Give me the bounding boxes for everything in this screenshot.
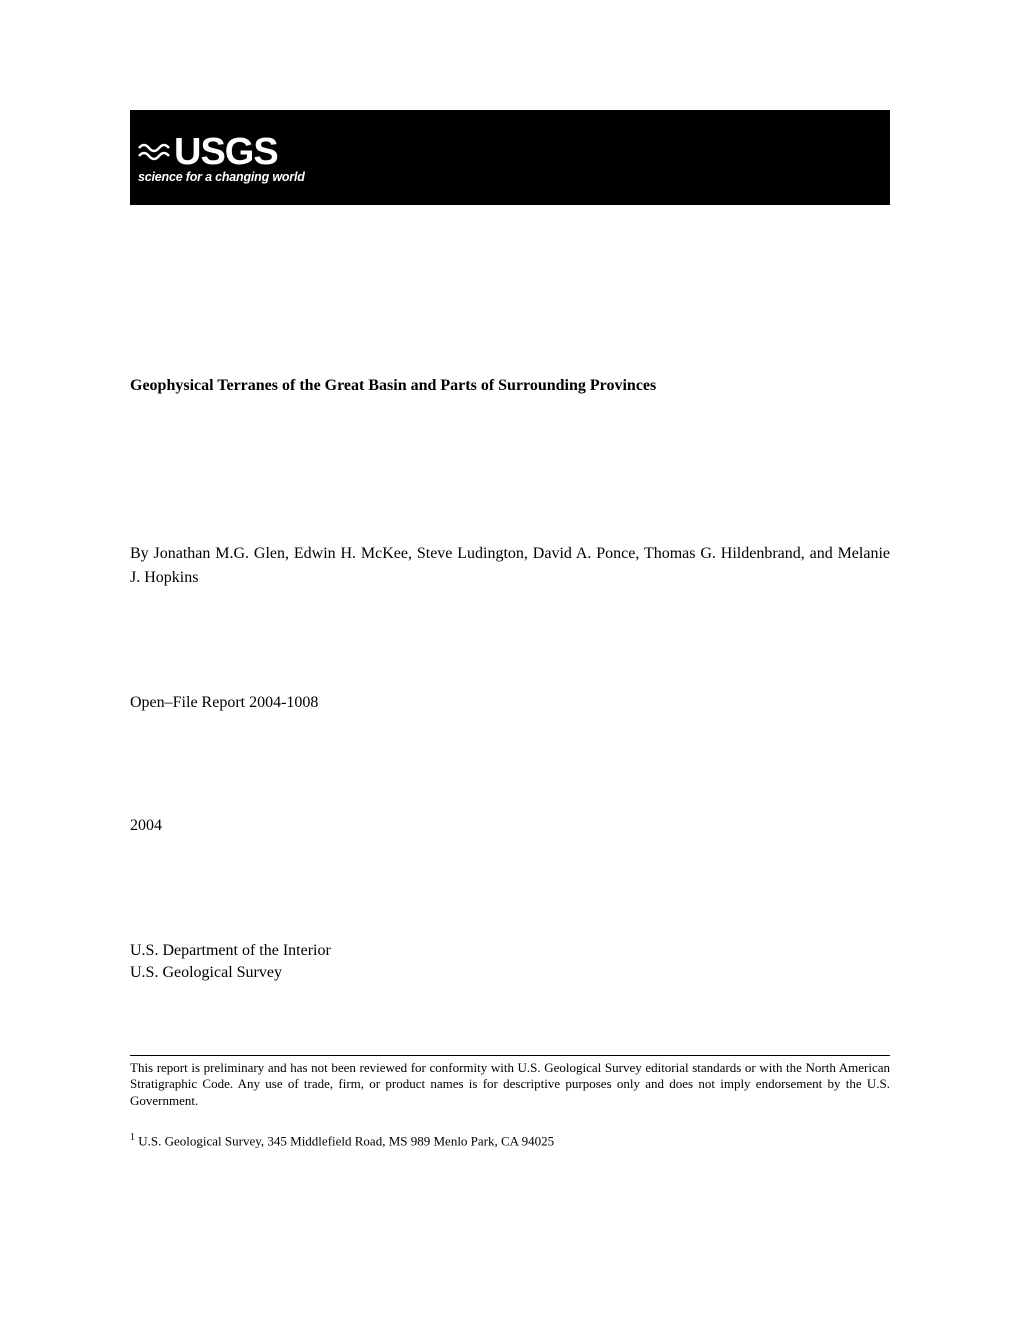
department-line: U.S. Department of the Interior <box>130 940 890 962</box>
horizontal-divider <box>130 1055 890 1056</box>
logo-top-row: USGS <box>138 131 305 174</box>
header-bar: USGS science for a changing world <box>130 110 890 205</box>
publication-year: 2004 <box>130 817 890 835</box>
usgs-logo-text: USGS <box>174 131 278 174</box>
department-block: U.S. Department of the Interior U.S. Geo… <box>130 940 890 985</box>
usgs-logo-block: USGS science for a changing world <box>138 131 305 184</box>
authors-line: By Jonathan M.G. Glen, Edwin H. McKee, S… <box>130 542 890 588</box>
document-title: Geophysical Terranes of the Great Basin … <box>130 375 890 397</box>
agency-line: U.S. Geological Survey <box>130 962 890 984</box>
footnote-text: U.S. Geological Survey, 345 Middlefield … <box>135 1134 554 1149</box>
report-number: Open–File Report 2004-1008 <box>130 694 890 712</box>
footnote: 1 U.S. Geological Survey, 345 Middlefiel… <box>130 1132 890 1149</box>
usgs-tagline: science for a changing world <box>138 170 305 184</box>
wave-icon <box>138 138 170 168</box>
disclaimer-text: This report is preliminary and has not b… <box>130 1060 890 1111</box>
document-page: USGS science for a changing world Geophy… <box>0 0 1020 1210</box>
